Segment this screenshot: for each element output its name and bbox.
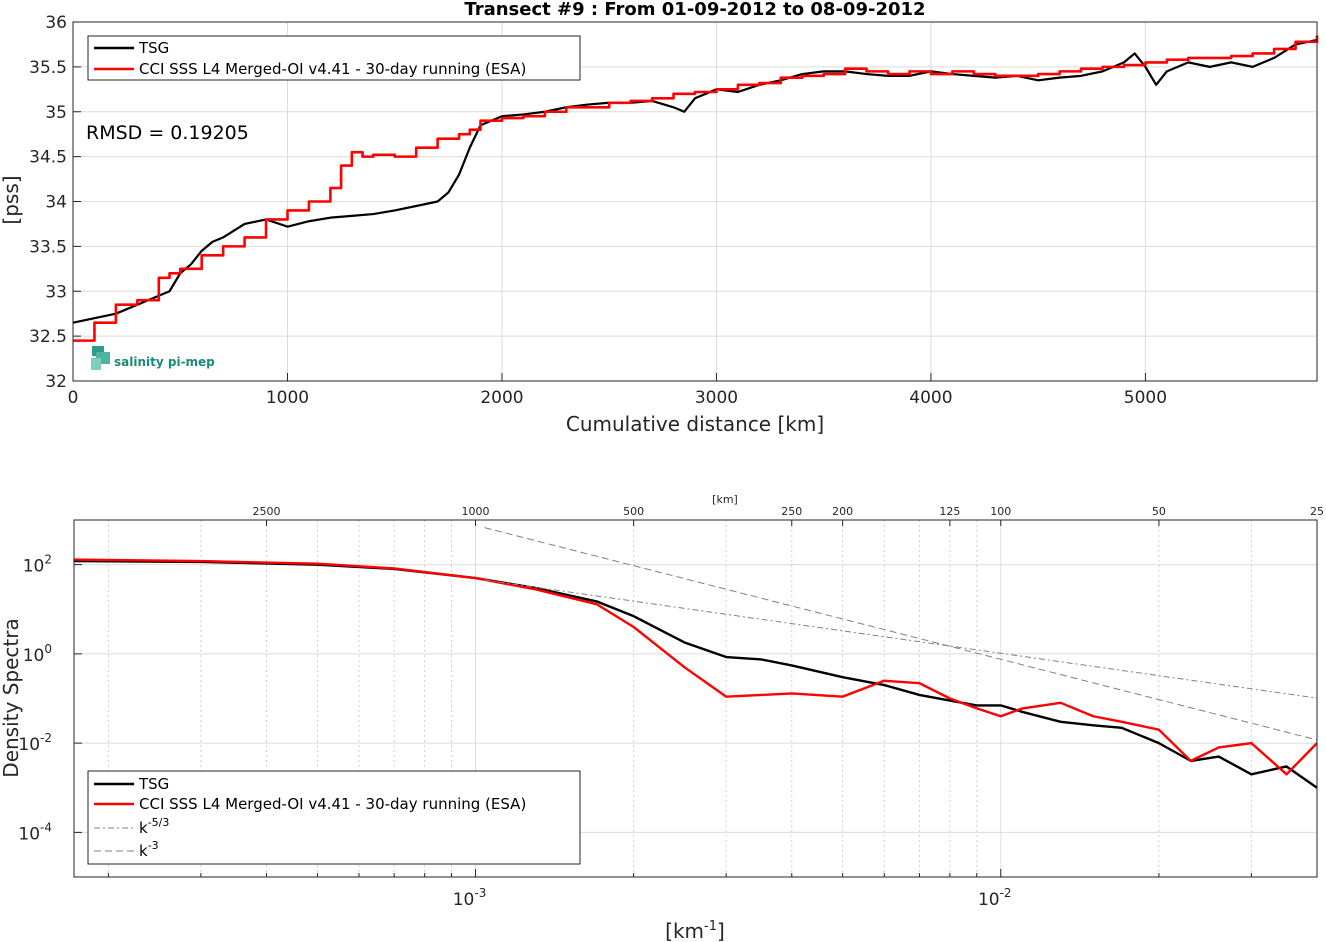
bottom-series-k3-line [484, 527, 1318, 741]
top-km-tick-label: 250 [781, 505, 802, 518]
top-km-tick-label: 1000 [462, 505, 490, 518]
top-km-tick-label: 2500 [253, 505, 281, 518]
top-axis-unit-label: [km] [712, 493, 738, 506]
top-y-tick-label: 33.5 [29, 237, 67, 257]
top-y-tick-label: 34.5 [29, 148, 67, 168]
top-km-tick-label: 50 [1152, 505, 1166, 518]
top-km-tick-label: 500 [623, 505, 644, 518]
top-panel: 0 1000 2000 3000 4000 5000 32 32.5 33 33.5 34 34.5 3… [0, 0, 1319, 436]
bottom-legend: TSG CCI SSS L4 Merged-OI v4.41 - 30-day … [87, 770, 581, 865]
top-x-tick-label: 5000 [1124, 388, 1167, 408]
top-y-tick-label: 36 [45, 13, 67, 33]
top-y-tick-label: 33 [45, 282, 67, 302]
top-series [72, 35, 1319, 342]
bottom-y-tick-label: 100 [23, 642, 52, 666]
top-km-tick-label: 125 [939, 505, 960, 518]
top-legend-label-tsg: TSG [138, 39, 169, 57]
bottom-series-k53-line [484, 579, 1318, 699]
top-x-tick-label: 1000 [266, 388, 309, 408]
top-x-tick-label: 3000 [695, 388, 738, 408]
top-y-tick-label: 32.5 [29, 327, 67, 347]
top-km-tick-label: 100 [990, 505, 1011, 518]
bottom-y-tick-label: 102 [23, 553, 52, 577]
top-x-tick-label: 0 [68, 388, 79, 408]
bottom-x-tick-label: 10-3 [453, 886, 487, 910]
bottom-legend-label-cci: CCI SSS L4 Merged-OI v4.41 - 30-day runn… [139, 795, 526, 813]
top-y-axis-label: [pss] [0, 175, 23, 224]
salinity-pi-mep-logo: salinity pi-mep [91, 346, 215, 370]
bottom-y-tick-label: 10-4 [18, 820, 52, 844]
bottom-ticks: 10-3 10-2 10-4 10-2 100 102 2500 1000 500 250 200 1… [18, 505, 1324, 910]
bottom-x-axis-label: [km-1] [665, 919, 725, 942]
bottom-panel: 10-3 10-2 10-4 10-2 100 102 2500 1000 500 250 200 1… [0, 493, 1324, 942]
top-chart-title: Transect #9 : From 01-09-2012 to 08-09-2… [464, 0, 925, 20]
logo-text: salinity pi-mep [114, 355, 215, 369]
bottom-y-tick-label: 10-2 [18, 731, 52, 755]
top-ticks: 0 1000 2000 3000 4000 5000 32 32.5 33 33.5 34 34.5 3… [29, 13, 1167, 408]
top-km-tick-label: 200 [832, 505, 853, 518]
bottom-y-axis-label: Density Spectra [0, 618, 23, 777]
top-series-cci-line [73, 35, 1319, 342]
top-x-tick-label: 2000 [480, 388, 523, 408]
top-series-tsg-line [72, 38, 1318, 324]
top-x-tick-label: 4000 [909, 388, 952, 408]
top-y-tick-label: 32 [45, 372, 67, 392]
top-x-axis-label: Cumulative distance [km] [566, 412, 824, 436]
bottom-legend-label-tsg: TSG [138, 775, 169, 793]
top-legend: TSG CCI SSS L4 Merged-OI v4.41 - 30-day … [87, 35, 581, 81]
top-y-tick-label: 35.5 [29, 58, 67, 78]
top-y-tick-label: 35 [45, 103, 67, 123]
bottom-series-cci-line [73, 558, 1318, 776]
bottom-x-tick-label: 10-2 [978, 886, 1012, 910]
rmsd-annotation: RMSD = 0.19205 [86, 122, 249, 144]
top-legend-label-cci: CCI SSS L4 Merged-OI v4.41 - 30-day runn… [139, 60, 526, 78]
top-km-tick-label: 25 [1310, 505, 1324, 518]
bottom-axes-box [73, 519, 1318, 878]
bottom-series [73, 527, 1318, 789]
top-y-tick-label: 34 [45, 193, 67, 213]
